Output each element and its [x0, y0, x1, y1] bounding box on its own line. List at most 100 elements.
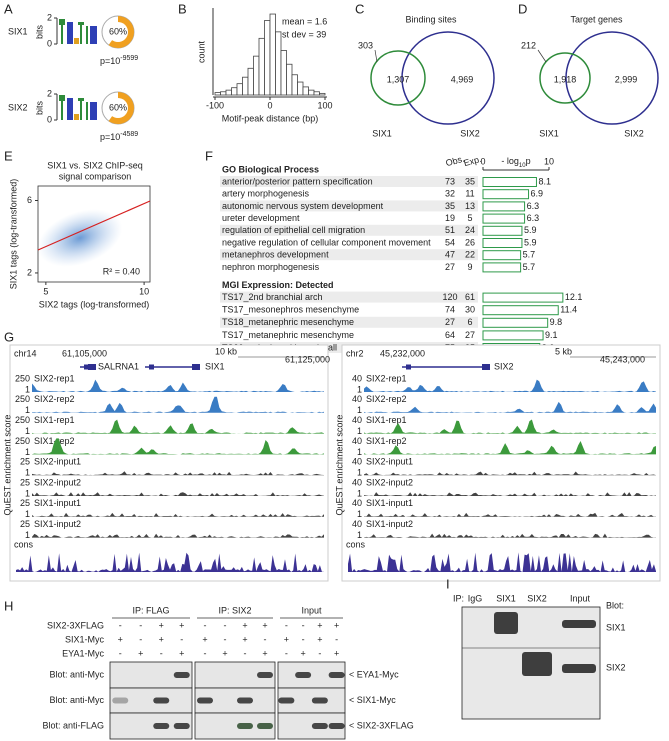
- p-base: p=10: [100, 132, 120, 142]
- track-name: SIX1-input1: [366, 498, 413, 508]
- track-name: SIX1-input2: [34, 519, 81, 529]
- sign: +: [300, 648, 305, 658]
- track-scale: 250: [15, 415, 30, 425]
- bar: [482, 262, 522, 273]
- exon: [88, 364, 96, 370]
- lane-label: SIX1: [496, 593, 516, 603]
- condition-name: EYA1-Myc: [62, 648, 104, 658]
- sign: +: [179, 648, 184, 658]
- scale: 5 kb: [555, 346, 572, 356]
- track-scale: 1: [25, 509, 30, 519]
- sign: -: [119, 648, 122, 658]
- sign: +: [179, 620, 184, 630]
- venn-right: [565, 31, 659, 125]
- y-tick-label: 2: [47, 12, 52, 22]
- track-name: SIX2-input2: [366, 477, 413, 487]
- band: [257, 672, 273, 678]
- obs: 51: [445, 225, 455, 235]
- track-name: SIX1-rep1: [366, 415, 407, 425]
- obs: 73: [445, 176, 455, 186]
- bar: [482, 330, 544, 341]
- column-header: Obs.: [445, 154, 466, 169]
- track-scale: 1: [25, 488, 30, 498]
- band: [237, 697, 253, 704]
- band: [153, 723, 170, 729]
- bar: [482, 292, 564, 303]
- hist-bar: [214, 92, 221, 96]
- coord: 45,232,000: [380, 348, 425, 358]
- x-tick-label: 5: [43, 286, 48, 296]
- track-name: SIX1-rep2: [34, 436, 75, 446]
- section-title: MGI Expression: Detected: [222, 280, 334, 290]
- coord: 61,125,000: [285, 354, 330, 364]
- term: regulation of epithelial cell migration: [222, 225, 365, 235]
- venn-count: 1,918: [554, 74, 577, 84]
- exp: 24: [465, 225, 475, 235]
- exon: [406, 364, 411, 370]
- venn-count: 2,999: [615, 74, 638, 84]
- y-tick-label: 2: [27, 267, 32, 277]
- term: metanephros development: [222, 250, 329, 260]
- term: artery morphogenesis: [222, 189, 310, 199]
- stat: mean = 1.6: [282, 16, 327, 26]
- term: ureter development: [222, 213, 300, 223]
- band: [494, 612, 518, 634]
- browser-frame: [9, 344, 329, 582]
- track-scale: 40: [352, 477, 362, 487]
- venn-right: [401, 31, 495, 125]
- axis-label: bits: [34, 101, 44, 116]
- exp: 30: [465, 305, 475, 315]
- axis-title-part: p: [526, 156, 531, 166]
- signal-track: [32, 396, 324, 413]
- sign: -: [180, 634, 183, 644]
- panel-label: C: [355, 1, 364, 16]
- track-scale: 40: [352, 394, 362, 404]
- fit-line: [37, 200, 151, 251]
- band: [328, 672, 345, 678]
- exp: 22: [465, 250, 475, 260]
- condition-name: SIX1-Myc: [65, 634, 105, 644]
- sign: -: [264, 634, 267, 644]
- track-scale: 40: [352, 373, 362, 383]
- logo-glyph: [67, 98, 73, 120]
- condition-name: SIX2-3XFLAG: [47, 620, 104, 630]
- panel-label: F: [205, 148, 213, 163]
- sign: +: [159, 634, 164, 644]
- panel-label: G: [4, 329, 14, 344]
- logo-glyph: [61, 95, 63, 120]
- blot-label: Blot: anti-FLAG: [42, 720, 104, 730]
- obs: 64: [445, 330, 455, 340]
- p-exponent: -9599: [120, 55, 138, 62]
- track-name: SIX2-input1: [34, 457, 81, 467]
- track-scale: 25: [20, 457, 30, 467]
- venn-title: Target genes: [570, 14, 623, 24]
- bar-value: 5.9: [524, 237, 537, 247]
- obs: 47: [445, 250, 455, 260]
- exp: 35: [465, 176, 475, 186]
- axis-title: count: [196, 40, 206, 63]
- section-title: GO Biological Process: [222, 164, 319, 174]
- hist-bar: [297, 81, 304, 96]
- track-scale: 1: [357, 426, 362, 436]
- signal-track: [364, 471, 656, 476]
- leader: [374, 49, 378, 63]
- track-name: SIX2-rep2: [366, 394, 407, 404]
- bar-value: 6.3: [527, 213, 540, 223]
- axis-title: Motif-peak distance (bp): [222, 113, 319, 123]
- row-band: [220, 249, 478, 261]
- logo-glyph: [74, 114, 79, 120]
- venn-name: SIX1: [539, 128, 559, 138]
- signal-track: [364, 379, 656, 392]
- sign: +: [262, 648, 267, 658]
- axis-title-sub: 10: [519, 163, 526, 169]
- term: autonomic nervous system development: [222, 201, 384, 211]
- sign: -: [302, 620, 305, 630]
- track-scale: 40: [352, 519, 362, 529]
- blot: [194, 687, 276, 714]
- obs: 54: [445, 237, 455, 247]
- lane-label: SIX2: [527, 593, 547, 603]
- hist-bar: [286, 63, 293, 96]
- sign: -: [302, 634, 305, 644]
- sign: -: [119, 620, 122, 630]
